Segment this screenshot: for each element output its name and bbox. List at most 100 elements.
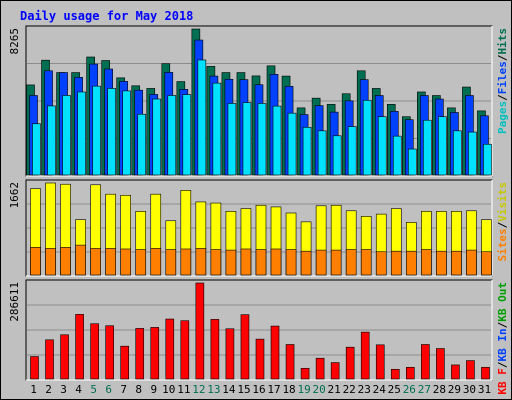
x-tick-label: 25 (388, 383, 401, 396)
top-bar (257, 103, 267, 176)
top-bar (107, 88, 116, 176)
x-tick-label: 13 (207, 383, 220, 396)
bottom-bar (330, 362, 340, 380)
x-tick-label: 29 (448, 383, 461, 396)
chart-panels: 8265Pages/Files/Hits1662Sites/Visits2866… (8, 25, 509, 395)
legend-entry: Sites (496, 228, 509, 261)
x-tick-label: 1 (30, 383, 37, 396)
top-max-label: 8265 (8, 28, 21, 55)
legend-entry: Hits (496, 28, 509, 55)
middle-panel: 1662 Sites/Visits (8, 179, 509, 277)
bottom-bar (466, 360, 475, 380)
bottom-bar (406, 366, 415, 380)
x-tick-label: 4 (75, 383, 82, 396)
top-bar (92, 85, 101, 176)
legend-entry: Files (496, 61, 509, 94)
bottom-bar (45, 339, 54, 380)
middle-bar (451, 250, 462, 276)
x-tick-label: 10 (162, 383, 175, 396)
bottom-bar (150, 327, 160, 380)
top-bar (242, 102, 252, 176)
x-tick-label: 3 (60, 383, 67, 396)
x-tick-label: 9 (150, 383, 157, 396)
legend-entry: Pages (496, 101, 509, 134)
legend-entry: / (496, 94, 509, 101)
middle-bar (375, 251, 387, 276)
x-tick-label: 6 (105, 383, 112, 396)
top-bar (483, 143, 492, 176)
middle-series-visits (30, 182, 492, 276)
middle-bar (150, 248, 162, 276)
legend-entry: / (496, 221, 509, 228)
x-tick-label: 19 (297, 383, 310, 396)
top-bar (122, 90, 131, 176)
top-bar (137, 113, 147, 176)
middle-bar (330, 249, 342, 276)
x-tick-label: 20 (313, 383, 326, 396)
middle-bar (165, 249, 177, 276)
middle-bar (481, 251, 492, 276)
x-tick-label: 12 (192, 383, 205, 396)
bottom-bar (345, 346, 355, 380)
top-bar (32, 123, 41, 176)
middle-bar (390, 250, 402, 276)
top-bar (197, 59, 207, 176)
bottom-bar (285, 344, 295, 380)
middle-bar (466, 249, 477, 276)
middle-series-sites (30, 244, 492, 276)
top-bar (272, 105, 282, 176)
bottom-bar (375, 344, 385, 380)
middle-bar (45, 248, 56, 276)
bottom-series-kb-f (30, 282, 490, 380)
middle-bar (135, 249, 147, 276)
top-bar (347, 126, 357, 176)
top-bar (182, 94, 192, 176)
x-tick-label: 8 (135, 383, 142, 396)
top-bar (377, 116, 387, 176)
bottom-bar (436, 348, 445, 380)
middle-bar (345, 249, 357, 276)
top-bar (362, 99, 372, 176)
x-tick-label: 16 (252, 383, 265, 396)
bottom-bar (90, 323, 99, 380)
top-bar (152, 98, 162, 176)
bottom-bar (195, 282, 205, 380)
x-tick-label: 21 (328, 383, 341, 396)
top-bar (392, 135, 402, 176)
top-bar (302, 127, 312, 176)
bottom-bar (255, 338, 265, 380)
bottom-bar (30, 356, 39, 380)
middle-bar (315, 249, 327, 276)
bottom-bar (180, 320, 190, 380)
x-tick-label: 23 (358, 383, 371, 396)
bottom-legend: KB F/KB In/KB Out (496, 282, 509, 395)
bottom-bar (360, 331, 370, 380)
middle-bar (210, 249, 222, 276)
top-bar (47, 105, 56, 176)
middle-bar (75, 244, 86, 276)
x-tick-label: 22 (343, 383, 356, 396)
bottom-bar (120, 345, 129, 380)
top-bar (287, 112, 297, 176)
middle-bar (240, 248, 252, 276)
bottom-bar (135, 328, 145, 380)
legend-entry: / (496, 321, 509, 328)
middle-bar (105, 248, 116, 276)
legend-entry: / (496, 361, 509, 368)
x-tick-label: 17 (267, 383, 280, 396)
bottom-bar (451, 364, 460, 380)
bottom-bar (210, 319, 220, 380)
top-bar (212, 82, 222, 176)
legend-entry: KB In (496, 328, 509, 361)
bottom-bar (225, 328, 235, 380)
top-bar (317, 130, 327, 176)
middle-bar (225, 249, 237, 276)
top-bar (438, 116, 447, 176)
legend-entry: / (496, 54, 509, 61)
x-tick-label: 28 (433, 383, 446, 396)
top-series-pages (32, 59, 492, 176)
x-tick-label: 30 (463, 383, 476, 396)
legend-entry: KB Out (496, 282, 509, 322)
bottom-bar (315, 357, 325, 380)
